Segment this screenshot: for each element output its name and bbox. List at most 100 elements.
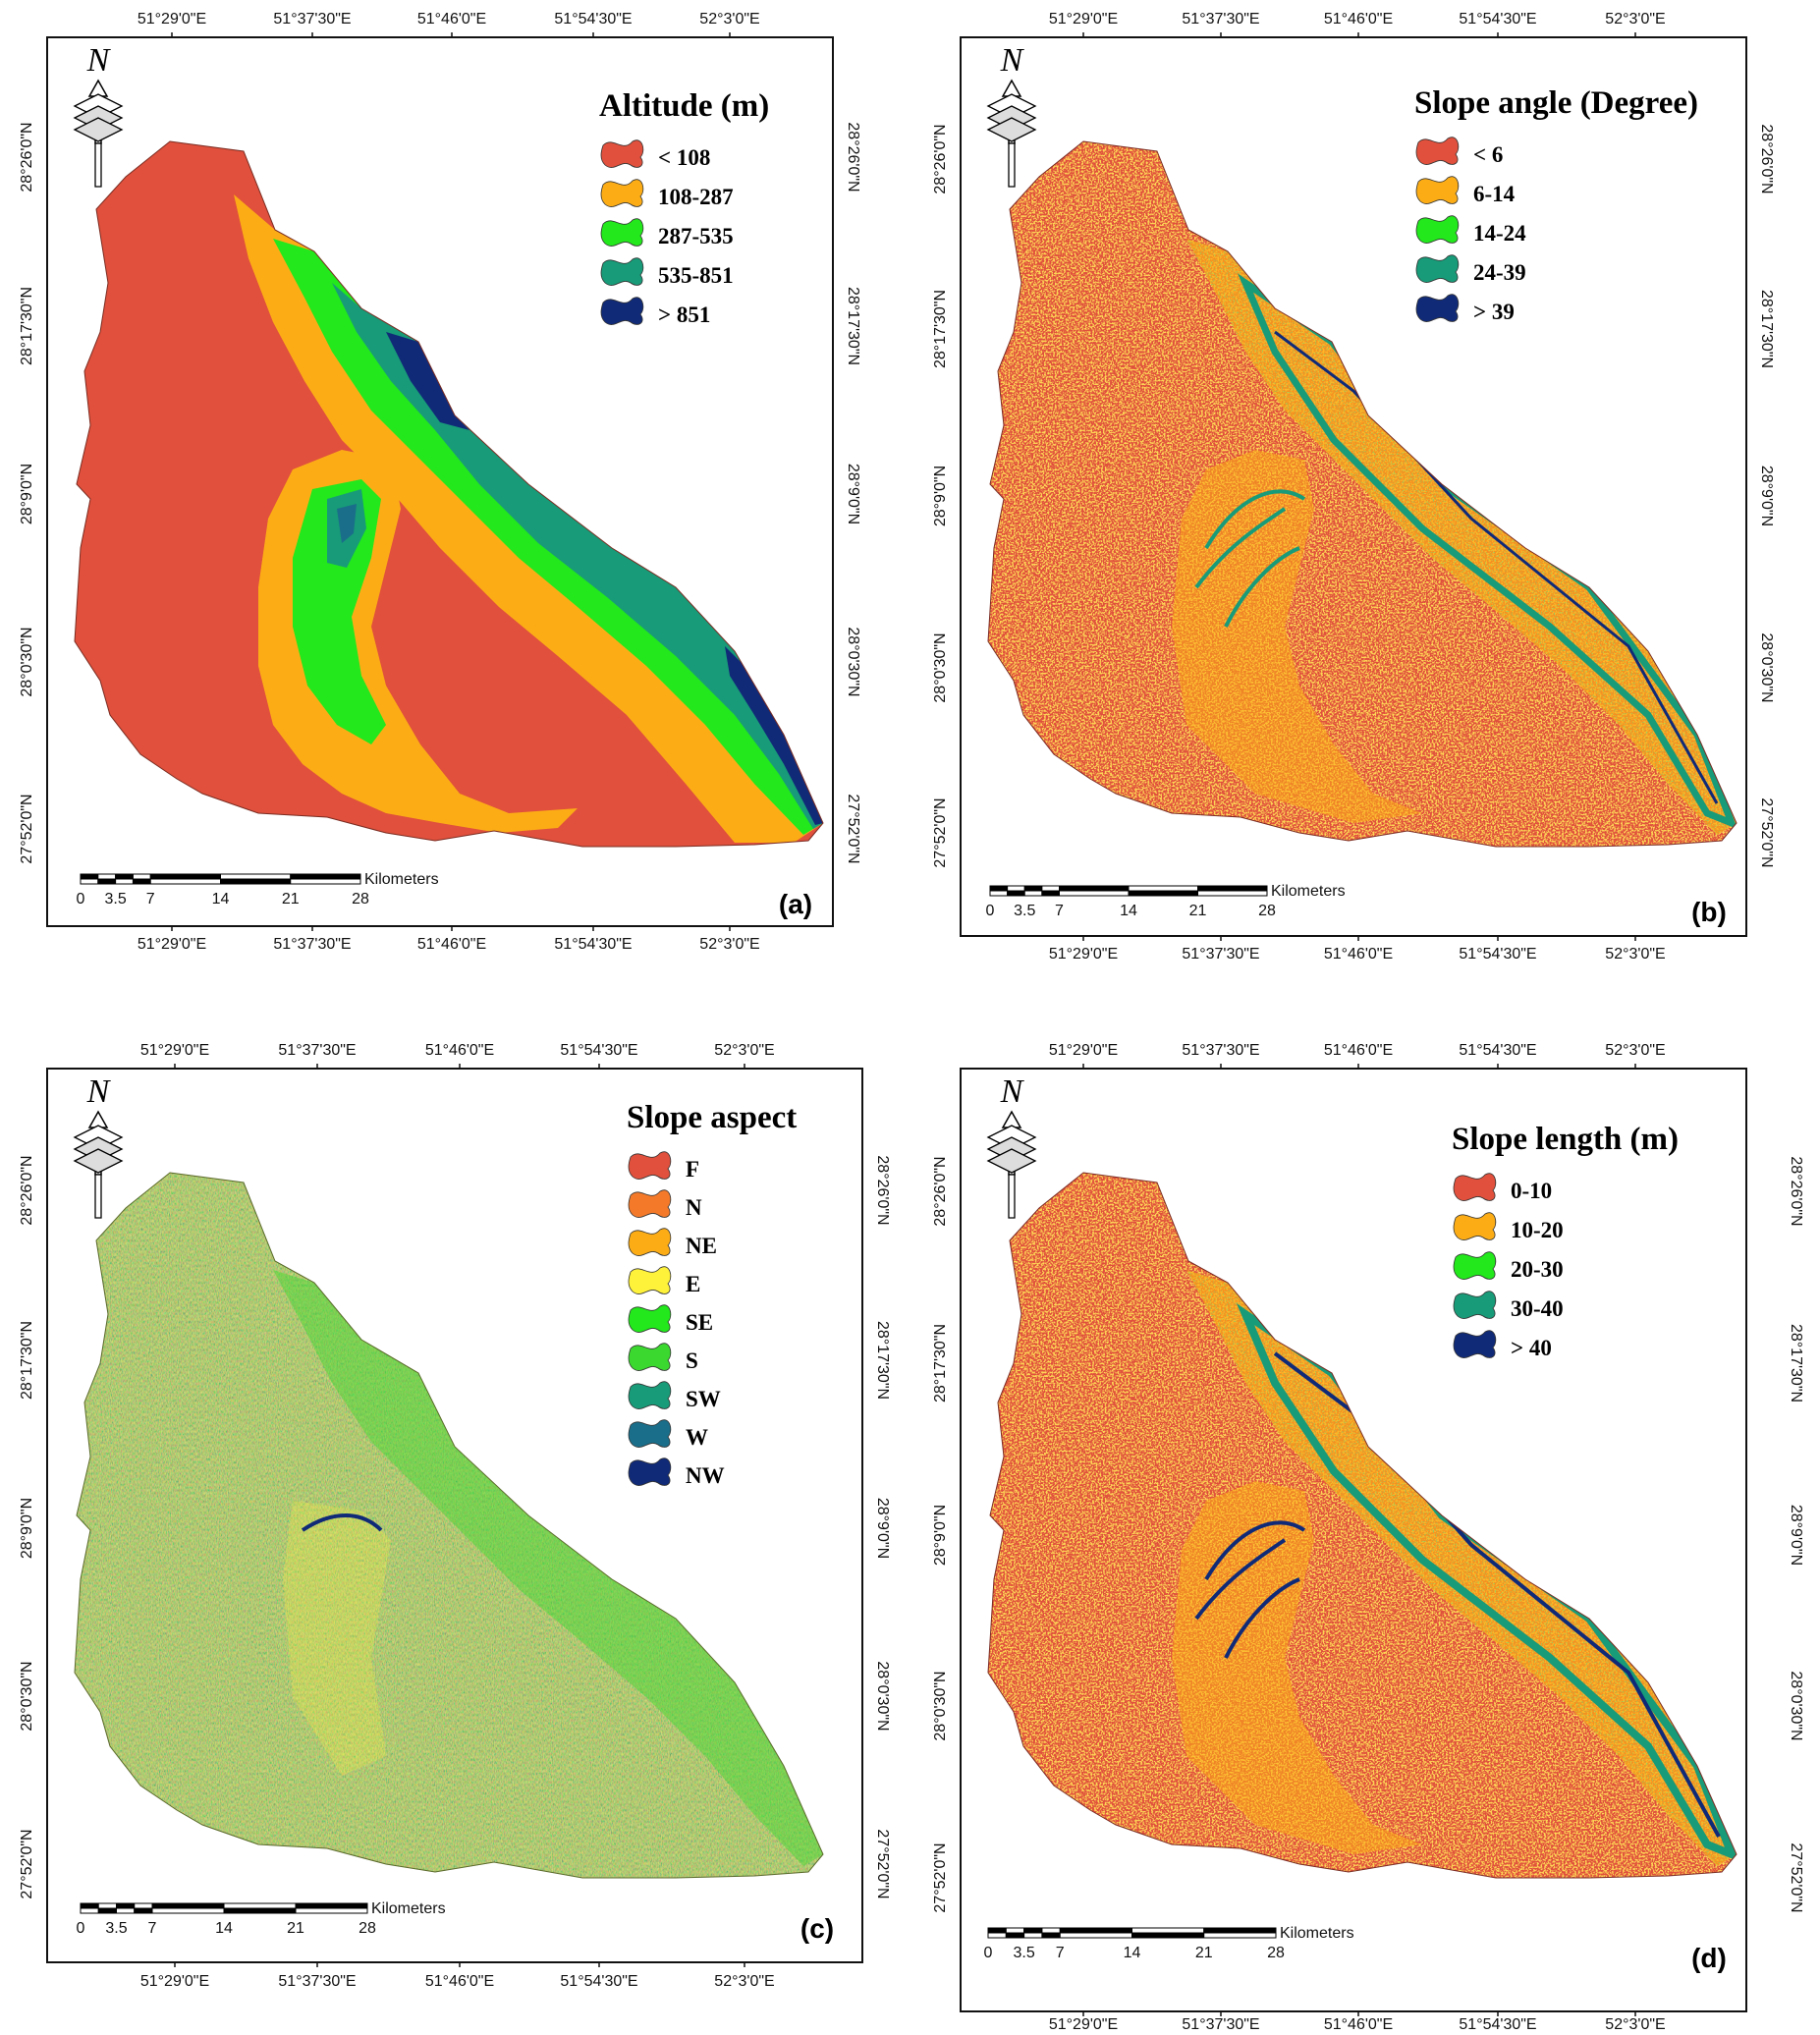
north-arrow-icon: N [73, 1073, 124, 1219]
longitude-tick-label: 51°46'0"E [1324, 1042, 1393, 1059]
scale-segment [116, 1902, 136, 1909]
scale-label: 0 [77, 1920, 85, 1937]
scale-label: 7 [1056, 1945, 1065, 1961]
scale-segment [290, 873, 361, 880]
scale-segment [290, 878, 361, 885]
legend-swatch [628, 1419, 672, 1448]
scale-label: 21 [1189, 903, 1207, 919]
latitude-tick-label: 28°26'0"N [19, 1155, 35, 1225]
scale-segment [151, 1907, 225, 1914]
scale-label: 28 [358, 1920, 376, 1937]
scale-segment [1131, 1932, 1205, 1939]
longitude-tick-label: 51°37'30"E [1182, 946, 1259, 962]
scale-segment [989, 885, 1009, 892]
latitude-tick-label: 28°26'0"N [874, 1155, 891, 1225]
legend-label: NW [686, 1463, 725, 1488]
longitude-tick-label: 51°37'30"E [1182, 2016, 1259, 2033]
panel-slope-aspect [46, 1068, 863, 1963]
panel-altitude [46, 36, 834, 927]
legend-label: S [686, 1348, 698, 1373]
scale-segment [80, 1902, 99, 1909]
scale-label: 28 [352, 891, 369, 908]
longitude-tick-label: 51°37'30"E [273, 11, 351, 28]
longitude-tick-label: 51°46'0"E [1324, 946, 1393, 962]
legend-label: 0-10 [1511, 1179, 1552, 1203]
latitude-tick-label: 27°52'0"N [845, 794, 861, 863]
longitude-tick-label: 51°54'30"E [560, 1973, 637, 1990]
legend-swatch [600, 297, 644, 325]
legend-swatch [600, 257, 644, 286]
panel-frame [46, 1068, 863, 1963]
scale-unit: Kilometers [371, 1900, 446, 1917]
legend-label: 535-851 [658, 263, 734, 288]
scale-bar: 0 3.5 7 14 21 28 Kilometers [984, 1925, 1354, 1961]
scale-unit: Kilometers [364, 871, 439, 888]
scale-label: 0 [986, 903, 995, 919]
scale-segment [132, 878, 151, 885]
longitude-tick-label: 51°54'30"E [554, 936, 632, 953]
panel-letter: (c) [800, 1913, 834, 1944]
scale-segment [1041, 890, 1060, 897]
legend-label: 287-535 [658, 224, 734, 248]
scale-label: 28 [1267, 1945, 1285, 1961]
scale-segment [80, 878, 99, 885]
scale-label: 0 [984, 1945, 993, 1961]
north-arrow-tail [1008, 142, 1016, 188]
latitude-tick-label: 28°17'30"N [19, 287, 35, 365]
latitude-tick-label: 28°9'0"N [1758, 466, 1775, 526]
scale-segment [97, 1907, 117, 1914]
scale-segment [132, 873, 151, 880]
latitude-tick-label: 27°52'0"N [19, 1829, 35, 1898]
scale-segment [1023, 1927, 1043, 1934]
scale-segment [1131, 1927, 1205, 1934]
legend-swatch [1453, 1291, 1497, 1319]
north-arrow-layer [986, 117, 1037, 142]
latitude-tick-label: 27°52'0"N [1758, 798, 1775, 867]
scale-segment [1203, 1927, 1277, 1934]
legend-swatch [1453, 1330, 1497, 1358]
scale-segment [1197, 890, 1268, 897]
slope-aspect-map [75, 1173, 823, 1878]
legend-swatch [628, 1381, 672, 1409]
legend: Slope angle (Degree) < 6 6-14 14-24 24-39 > 3… [1414, 85, 1698, 324]
legend-title: Slope aspect [627, 1100, 797, 1135]
scale-segment [1203, 1932, 1277, 1939]
panel-b-decor: 51°29'0"E 51°29'0"E 51°37'30"E 51°37'30"E 51… [932, 11, 1775, 962]
longitude-tick-label: 51°29'0"E [1049, 2016, 1118, 2033]
legend-swatch [628, 1266, 672, 1294]
latitude-tick-label: 28°9'0"N [932, 1505, 949, 1566]
latitude-tick-label: 28°9'0"N [19, 1498, 35, 1559]
scale-segment [115, 873, 134, 880]
legend-swatch [628, 1458, 672, 1486]
scale-segment [1041, 885, 1060, 892]
longitude-tick-label: 51°46'0"E [425, 1042, 494, 1059]
scale-segment [1005, 1927, 1025, 1934]
longitude-tick-label: 51°46'0"E [1324, 11, 1393, 28]
longitude-tick-label: 51°46'0"E [1324, 2016, 1393, 2033]
legend-label: SW [686, 1387, 721, 1411]
scale-segment [149, 878, 221, 885]
scale-bar: 0 3.5 7 14 21 28 Kilometers [986, 883, 1346, 919]
scale-segment [295, 1907, 368, 1914]
longitude-tick-label: 51°29'0"E [1049, 946, 1118, 962]
legend-label: F [686, 1157, 699, 1182]
legend-swatch [600, 218, 644, 247]
longitude-tick-label: 52°3'0"E [699, 11, 759, 28]
altitude-map [75, 141, 823, 847]
scale-label: 14 [215, 1920, 233, 1937]
longitude-tick-label: 51°46'0"E [425, 1973, 494, 1990]
longitude-tick-label: 51°46'0"E [417, 936, 486, 953]
scale-segment [987, 1927, 1007, 1934]
longitude-tick-label: 51°37'30"E [273, 936, 351, 953]
north-arrow-layer [986, 1148, 1037, 1174]
scale-segment [115, 878, 134, 885]
panel-c-decor: 51°29'0"E 51°29'0"E 51°37'30"E 51°37'30"E 51… [19, 1042, 891, 1990]
legend-swatch [600, 139, 644, 168]
scale-label: 7 [146, 891, 155, 908]
north-arrow-tail [1008, 1174, 1016, 1219]
latitude-tick-label: 28°26'0"N [19, 122, 35, 192]
scale-bar: 0 3.5 7 14 21 28 Kilometers [77, 1900, 446, 1937]
legend-label: N [686, 1195, 702, 1220]
scale-label: 21 [282, 891, 300, 908]
scale-label: 7 [148, 1920, 157, 1937]
